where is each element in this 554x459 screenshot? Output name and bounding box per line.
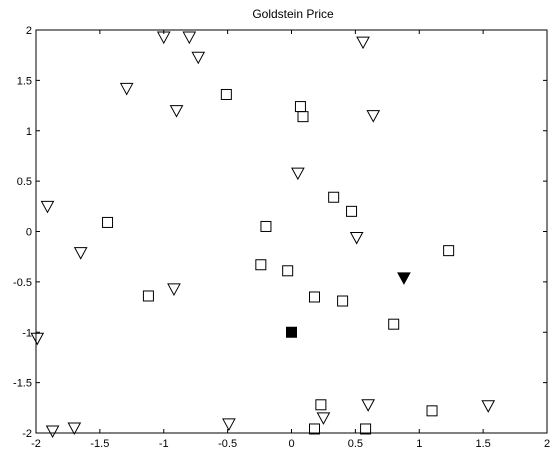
square-point <box>260 220 272 232</box>
triangle-point <box>30 332 45 346</box>
x-tick-label: 0.5 <box>348 438 363 450</box>
y-tick-label: 0.5 <box>17 176 32 188</box>
square-point <box>255 259 267 271</box>
x-tick-label: -2 <box>31 438 41 450</box>
triangle-point <box>119 82 134 96</box>
x-tick-label: 1 <box>416 438 422 450</box>
triangle-point <box>366 110 381 123</box>
y-tick-label: -0.5 <box>13 277 32 289</box>
square-point <box>297 111 309 123</box>
square-point <box>142 290 154 302</box>
triangle-point <box>40 200 55 214</box>
triangle-point <box>73 247 88 260</box>
triangle-filled-point <box>397 272 411 285</box>
x-tick-label: 1.5 <box>475 438 490 450</box>
y-tick-label: 1.5 <box>17 75 32 87</box>
triangle-point <box>356 36 370 50</box>
square-point <box>308 291 320 303</box>
square-point <box>360 423 372 435</box>
square-point <box>220 88 232 100</box>
y-tick-label: 1 <box>26 126 32 138</box>
square-point <box>426 405 438 417</box>
triangle-point <box>191 51 206 65</box>
triangle-point <box>167 283 181 296</box>
square-filled-point <box>286 326 297 338</box>
square-point <box>337 295 349 307</box>
triangle-point <box>182 31 197 45</box>
x-tick-label: -0.5 <box>218 438 237 450</box>
square-point <box>346 205 358 217</box>
square-point <box>443 245 455 257</box>
square-point <box>328 191 340 203</box>
y-tick-label: -1 <box>22 327 32 339</box>
x-tick-label: 0 <box>288 438 294 450</box>
x-tick-label: 2 <box>544 438 550 450</box>
y-axis: -2 -1.5 -1 -0.5 0 0.5 1 1.5 2 <box>13 25 547 440</box>
square-point <box>388 318 400 330</box>
y-tick-label: 0 <box>26 227 32 239</box>
triangle-point <box>67 422 82 436</box>
square-point <box>308 423 320 435</box>
square-point <box>282 265 294 277</box>
triangle-point <box>481 400 496 413</box>
square-point <box>102 216 114 228</box>
triangle-point <box>156 31 171 45</box>
triangle-point <box>349 232 364 245</box>
triangle-point <box>222 418 236 431</box>
y-tick-label: 2 <box>26 25 32 37</box>
triangle-point <box>169 105 184 118</box>
square-point <box>315 399 327 411</box>
x-axis: -2 -1.5 -1 -0.5 0 0.5 1 1.5 2 <box>31 30 550 450</box>
y-tick-label: -2 <box>22 428 32 440</box>
x-tick-label: -1.5 <box>90 438 109 450</box>
triangle-point <box>316 412 331 425</box>
data-points <box>30 31 496 439</box>
chart-title: Goldstein Price <box>252 7 334 21</box>
plot-area <box>35 29 548 434</box>
y-tick-label: -1.5 <box>13 378 32 390</box>
triangle-point <box>45 425 60 439</box>
triangle-point <box>291 167 305 181</box>
x-tick-label: -1 <box>159 438 169 450</box>
triangle-point <box>361 399 375 412</box>
